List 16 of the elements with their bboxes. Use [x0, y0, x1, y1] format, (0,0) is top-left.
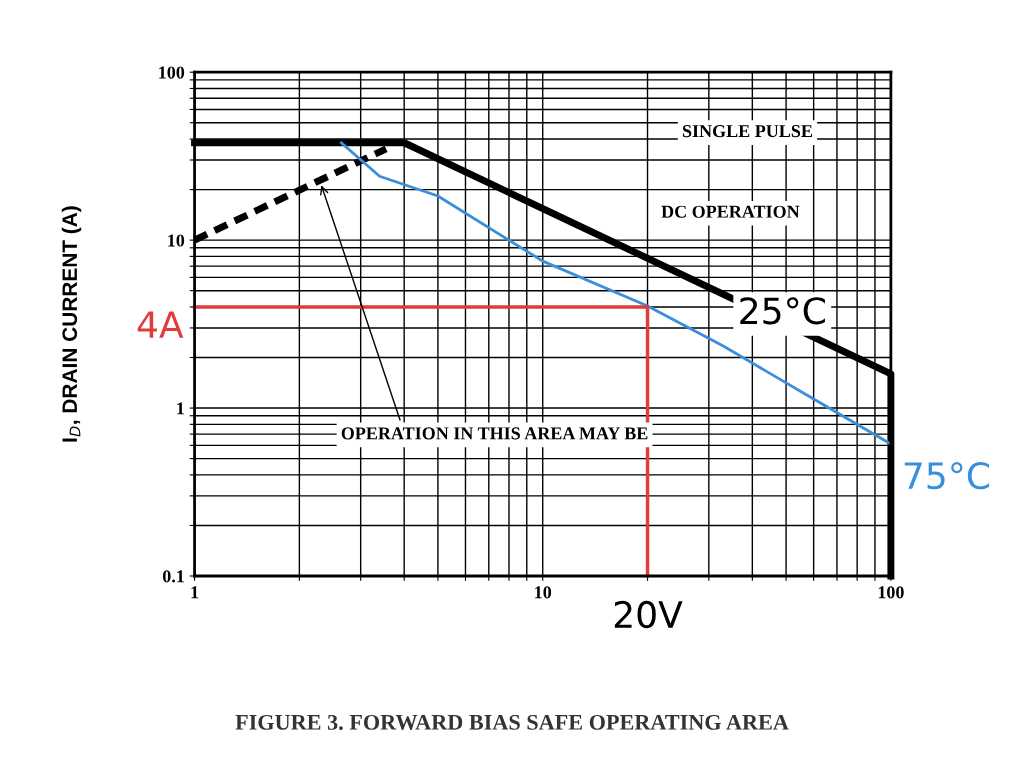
text: FIGURE 3. FORWARD BIAS SAFE OPERATING AREA — [235, 714, 789, 730]
y-tick-label: 10 — [168, 234, 185, 247]
annotation: 20V — [614, 600, 683, 629]
y-axis-title: I$_{D}$, DRAIN CURRENT (A) — [61, 206, 82, 442]
y-tick-label: 100 — [159, 66, 185, 79]
annotation: 4A — [137, 311, 184, 338]
annotation: OPERATION IN THIS AREA MAY BE — [341, 427, 648, 440]
y-tick-label: 1 — [177, 402, 184, 415]
annotation: 75°C — [904, 462, 990, 490]
x-tick-label: 1 — [191, 586, 199, 599]
annotation: 25°C — [740, 297, 825, 325]
annotation: DC OPERATION — [661, 205, 800, 218]
x-tick-label: 100 — [878, 586, 904, 599]
x-tick-label: 10 — [535, 586, 552, 599]
annotation: SINGLE PULSE — [682, 125, 813, 138]
y-tick-label: 0.1 — [162, 570, 184, 583]
